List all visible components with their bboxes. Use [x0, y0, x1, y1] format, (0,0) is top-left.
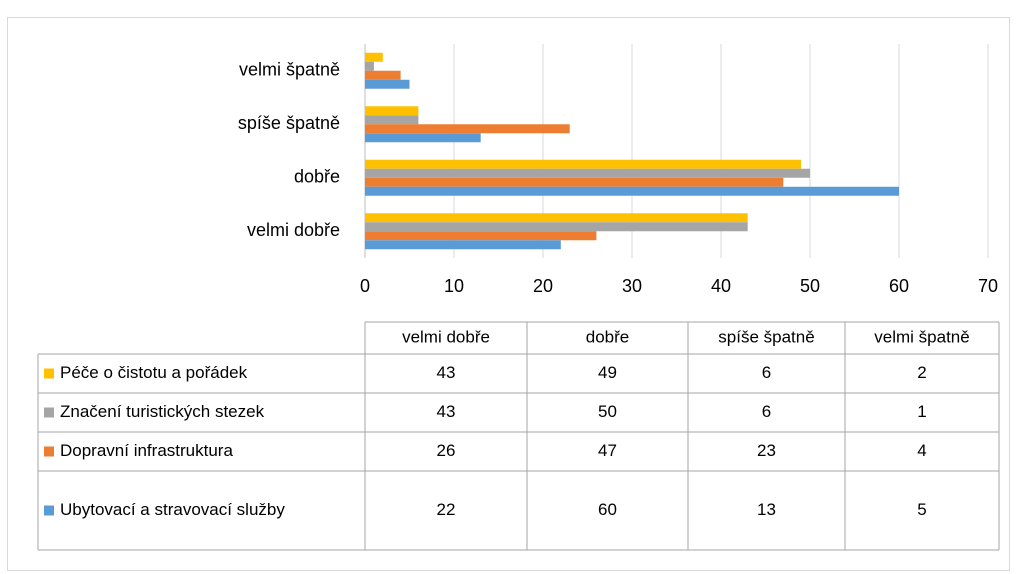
legend-label: Dopravní infrastruktura	[60, 441, 233, 460]
bar	[365, 213, 748, 223]
bar	[365, 52, 383, 62]
table-value: 2	[917, 363, 926, 382]
table-value: 6	[762, 402, 771, 421]
table-header: dobře	[586, 327, 629, 346]
chart-border	[7, 17, 1010, 571]
bar	[365, 168, 810, 178]
y-tick-label: velmi dobře	[247, 220, 340, 240]
table-value: 26	[437, 441, 456, 460]
table-value: 43	[437, 402, 456, 421]
y-tick-label: spíše špatně	[238, 113, 340, 133]
table-value: 5	[917, 500, 926, 519]
bar	[365, 222, 748, 232]
x-tick-label: 30	[622, 276, 642, 296]
x-tick-label: 0	[360, 276, 370, 296]
x-tick-label: 60	[889, 276, 909, 296]
table-header: velmi špatně	[874, 327, 969, 346]
x-tick-label: 20	[533, 276, 553, 296]
bar	[365, 186, 899, 196]
table-value: 1	[917, 402, 926, 421]
legend-label: Značení turistických stezek	[60, 402, 265, 421]
x-tick-label: 50	[800, 276, 820, 296]
legend-swatch	[44, 368, 54, 379]
legend-label: Péče o čistotu a pořádek	[60, 363, 248, 382]
table-value: 47	[598, 441, 617, 460]
y-tick-label: velmi špatně	[239, 60, 340, 80]
table-value: 49	[598, 363, 617, 382]
table-header: velmi dobře	[402, 327, 490, 346]
legend-swatch	[44, 505, 54, 516]
bar	[365, 177, 784, 187]
table-header: spíše špatně	[718, 327, 814, 346]
table-value: 6	[762, 363, 771, 382]
y-tick-label: dobře	[294, 167, 340, 187]
table-value: 60	[598, 500, 617, 519]
table-value: 43	[437, 363, 456, 382]
bar	[365, 231, 597, 241]
table-value: 13	[757, 500, 776, 519]
bar	[365, 79, 410, 89]
bar	[365, 106, 419, 116]
bar	[365, 70, 401, 80]
bar	[365, 124, 570, 134]
table-value: 22	[437, 500, 456, 519]
legend-swatch	[44, 407, 54, 418]
x-tick-label: 10	[444, 276, 464, 296]
bar	[365, 159, 802, 169]
table-value: 4	[917, 441, 926, 460]
bar	[365, 115, 419, 125]
table-value: 23	[757, 441, 776, 460]
legend-label: Ubytovací a stravovací služby	[60, 500, 285, 519]
bar	[365, 61, 374, 71]
bar	[365, 240, 561, 250]
bar	[365, 133, 481, 143]
x-tick-label: 40	[711, 276, 731, 296]
legend-swatch	[44, 446, 54, 457]
x-tick-label: 70	[978, 276, 998, 296]
table-value: 50	[598, 402, 617, 421]
